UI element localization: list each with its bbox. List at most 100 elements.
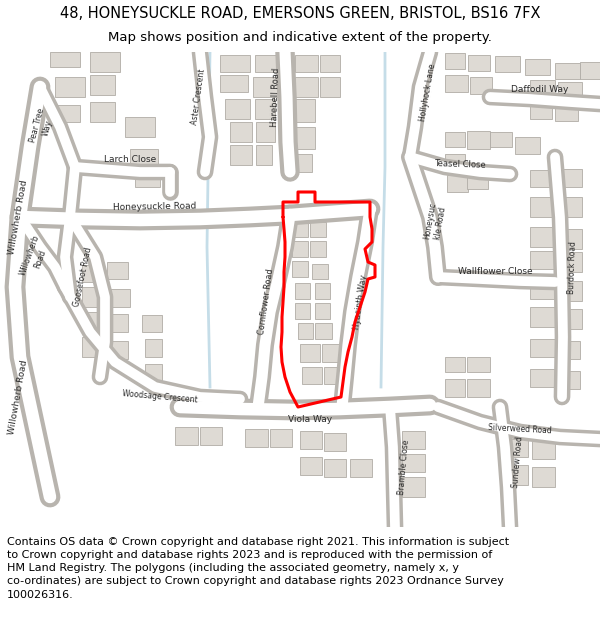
Polygon shape — [558, 252, 582, 272]
Polygon shape — [310, 241, 326, 257]
Polygon shape — [530, 369, 555, 387]
Polygon shape — [312, 264, 328, 279]
Polygon shape — [320, 77, 340, 97]
Text: Cornflower Road: Cornflower Road — [257, 268, 275, 336]
Polygon shape — [467, 379, 490, 397]
Polygon shape — [530, 251, 555, 269]
Text: 48, HONEYSUCKLE ROAD, EMERSONS GREEN, BRISTOL, BS16 7FX: 48, HONEYSUCKLE ROAD, EMERSONS GREEN, BR… — [60, 6, 540, 21]
Text: Willowherb Road: Willowherb Road — [7, 179, 29, 255]
Polygon shape — [447, 175, 468, 192]
Polygon shape — [300, 431, 322, 449]
Polygon shape — [270, 429, 292, 447]
Polygon shape — [558, 197, 582, 217]
Polygon shape — [324, 459, 346, 477]
Polygon shape — [225, 99, 250, 119]
Polygon shape — [558, 341, 580, 359]
Polygon shape — [90, 102, 115, 122]
Polygon shape — [500, 439, 528, 457]
Text: Hollyhock Lane: Hollyhock Lane — [419, 62, 437, 121]
Polygon shape — [300, 344, 320, 362]
Polygon shape — [108, 289, 130, 307]
Polygon shape — [245, 429, 268, 447]
Polygon shape — [90, 75, 115, 95]
Polygon shape — [555, 63, 580, 79]
Polygon shape — [107, 262, 128, 279]
Polygon shape — [322, 344, 342, 362]
Polygon shape — [580, 62, 600, 79]
Polygon shape — [90, 52, 120, 72]
Polygon shape — [55, 77, 85, 97]
Polygon shape — [295, 55, 318, 72]
Polygon shape — [324, 433, 346, 451]
Polygon shape — [467, 172, 488, 189]
Polygon shape — [500, 465, 528, 485]
Text: Harebell Road: Harebell Road — [271, 68, 281, 127]
Polygon shape — [298, 323, 313, 339]
Polygon shape — [530, 197, 555, 217]
Polygon shape — [470, 77, 492, 94]
Polygon shape — [302, 367, 322, 384]
Polygon shape — [50, 52, 80, 67]
Polygon shape — [200, 427, 222, 445]
Polygon shape — [300, 457, 322, 475]
Polygon shape — [145, 339, 162, 357]
Text: Aster Crescent: Aster Crescent — [190, 69, 206, 126]
Polygon shape — [558, 281, 582, 301]
Text: Viola Way: Viola Way — [288, 414, 332, 424]
Polygon shape — [315, 323, 332, 339]
Polygon shape — [256, 145, 272, 165]
Text: Larch Close: Larch Close — [104, 154, 156, 164]
Polygon shape — [82, 287, 100, 307]
Text: Burdock Road: Burdock Road — [566, 241, 577, 294]
Polygon shape — [532, 467, 555, 487]
Polygon shape — [445, 75, 468, 92]
Text: Woodsage Crescent: Woodsage Crescent — [122, 389, 198, 405]
Text: Honeysuckle Road: Honeysuckle Road — [113, 202, 197, 212]
Polygon shape — [467, 357, 490, 372]
Polygon shape — [55, 105, 80, 122]
Polygon shape — [315, 303, 330, 319]
Polygon shape — [530, 307, 555, 327]
Polygon shape — [175, 427, 198, 445]
Polygon shape — [445, 357, 465, 372]
Polygon shape — [292, 261, 308, 277]
Polygon shape — [558, 371, 580, 389]
Text: Wallflower Close: Wallflower Close — [458, 268, 532, 276]
Polygon shape — [220, 55, 250, 72]
Polygon shape — [402, 431, 425, 449]
Polygon shape — [125, 117, 155, 137]
Polygon shape — [558, 82, 582, 99]
Polygon shape — [255, 55, 280, 72]
Polygon shape — [230, 145, 252, 165]
Polygon shape — [135, 169, 160, 187]
Polygon shape — [530, 279, 555, 299]
Polygon shape — [530, 170, 555, 187]
Text: Sundew Road: Sundew Road — [511, 436, 525, 488]
Polygon shape — [310, 222, 326, 237]
Text: Silverweed Road: Silverweed Road — [488, 423, 552, 435]
Polygon shape — [515, 137, 540, 154]
Polygon shape — [530, 227, 555, 247]
Polygon shape — [445, 379, 465, 397]
Polygon shape — [142, 315, 162, 332]
Text: Hyacinth Way: Hyacinth Way — [352, 274, 368, 330]
Polygon shape — [402, 477, 425, 497]
Polygon shape — [82, 265, 100, 282]
Polygon shape — [220, 75, 248, 92]
Polygon shape — [82, 337, 100, 357]
Text: Contains OS data © Crown copyright and database right 2021. This information is : Contains OS data © Crown copyright and d… — [7, 537, 509, 599]
Polygon shape — [295, 154, 312, 172]
Polygon shape — [110, 341, 128, 359]
Polygon shape — [292, 222, 308, 237]
Text: Pear Tree
Way: Pear Tree Way — [28, 107, 56, 146]
Polygon shape — [558, 169, 582, 187]
Text: Goosefoot Road: Goosefoot Road — [73, 246, 94, 308]
Polygon shape — [320, 55, 340, 72]
Polygon shape — [525, 59, 550, 75]
Polygon shape — [402, 454, 425, 472]
Polygon shape — [468, 55, 490, 71]
Polygon shape — [558, 309, 582, 329]
Polygon shape — [558, 229, 582, 249]
Polygon shape — [256, 122, 275, 142]
Polygon shape — [530, 339, 555, 357]
